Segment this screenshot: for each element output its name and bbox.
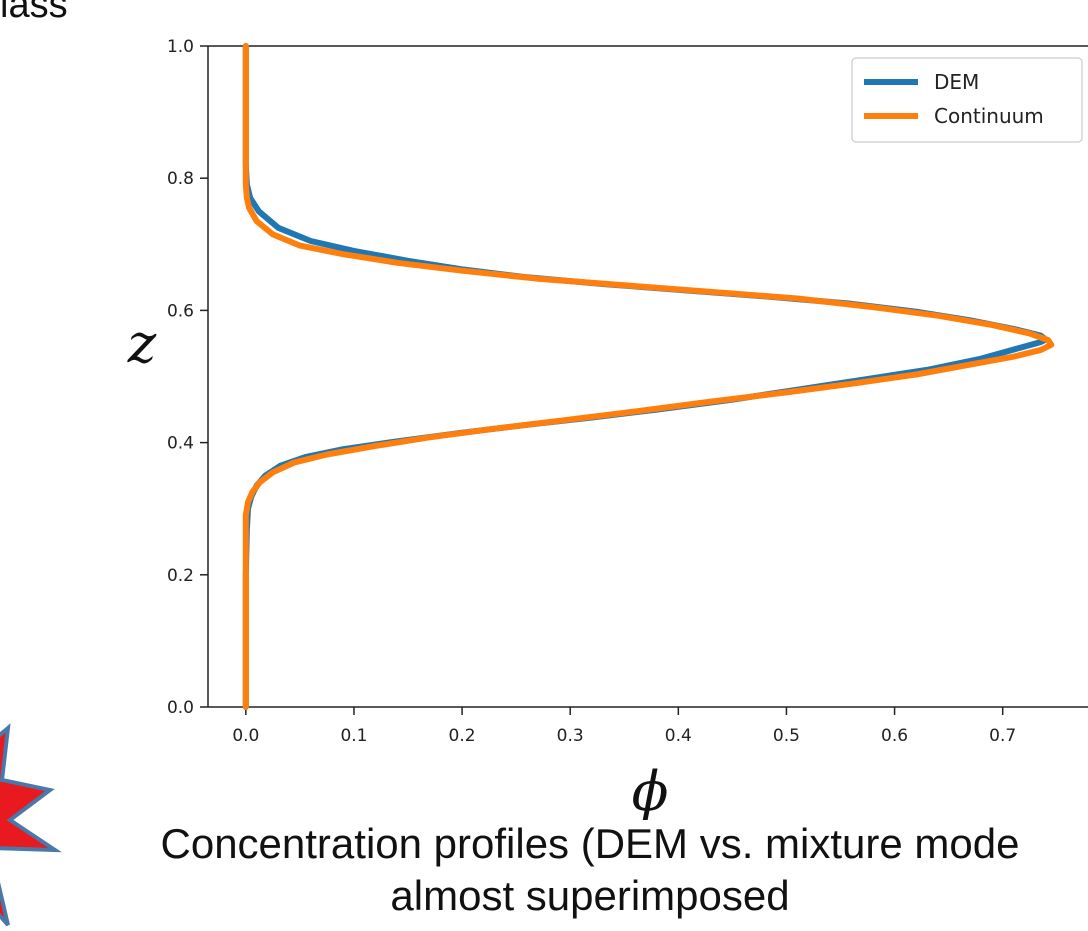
x-tick-label: 0.3 [557,726,584,746]
series-line-dem [242,43,1049,710]
caption: Concentration profiles (DEM vs. mixture … [0,818,1088,922]
legend-label-continuum: Continuum [934,104,1044,128]
y-tick-label: 0.4 [167,434,194,454]
star-shape [0,723,62,927]
y-tick-label: 0.0 [167,698,194,718]
x-tick-label: 0.6 [881,726,908,746]
legend-label-dem: DEM [934,70,979,94]
series-line-continuum [242,43,1055,710]
top-text-fragment: lass [0,0,68,26]
legend: DEM Continuum [851,57,1083,143]
caption-line-1: Concentration profiles (DEM vs. mixture … [160,820,1020,867]
x-tick-label: 0.0 [232,726,259,746]
x-tick-label: 0.2 [449,726,476,746]
concentration-chart: 0.0 0.2 0.4 0.6 0.8 1.0 0.0 0.1 0.2 0.3 0.4 0.5 0.6 0… [127,37,1088,820]
x-tick-label: 0.7 [989,726,1016,746]
y-axis-label: z [127,312,157,375]
series-lines [242,43,1055,710]
x-tick-label: 0.5 [773,726,800,746]
y-tick-label: 1.0 [167,37,194,57]
y-tick-label: 0.6 [167,301,194,321]
x-axis-label: ϕ [632,760,669,820]
y-tick-label: 0.8 [167,169,194,189]
x-tick-label: 0.1 [340,726,367,746]
caption-line-2: almost superimposed [390,872,790,919]
axes: 0.0 0.2 0.4 0.6 0.8 1.0 0.0 0.1 0.2 0.3 0.4 0.5 0.6 0… [127,37,1088,820]
y-tick-label: 0.2 [167,566,194,586]
x-tick-label: 0.4 [665,726,692,746]
star-burst [0,723,62,927]
